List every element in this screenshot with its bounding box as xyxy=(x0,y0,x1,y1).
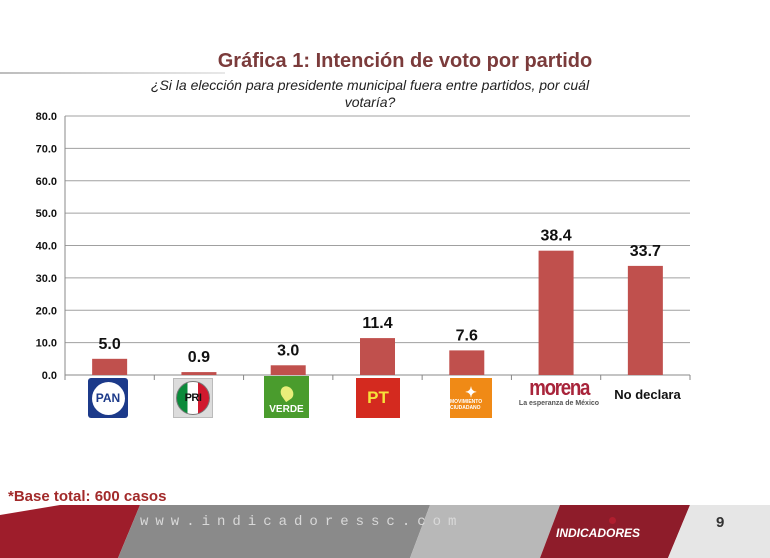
pan-logo-icon: PAN xyxy=(88,378,128,418)
y-tick-label: 60.0 xyxy=(36,176,57,188)
y-tick-label: 10.0 xyxy=(36,338,57,350)
bar-morena xyxy=(538,250,574,375)
verde-logo-icon: VERDE xyxy=(264,376,309,418)
bar-no-declara xyxy=(627,265,663,375)
data-label: 5.0 xyxy=(99,336,121,353)
y-tick-label: 40.0 xyxy=(36,241,57,253)
y-tick-label: 20.0 xyxy=(36,305,57,317)
verde-logo-text: VERDE xyxy=(269,404,304,415)
pri-logo-icon: PRI xyxy=(173,378,213,418)
no-declara-label: No declara xyxy=(614,387,681,402)
brand-dot-icon xyxy=(609,517,616,524)
data-label: 11.4 xyxy=(362,315,392,332)
page-number: 9 xyxy=(716,514,725,531)
bar-movimiento-ciudadano xyxy=(449,350,485,375)
bar-pri xyxy=(181,372,217,375)
footer-url: www.indicadoressc.com xyxy=(140,514,464,530)
pt-logo-text: PT xyxy=(367,388,389,407)
bar-chart: 0.0 10.0 20.0 30.0 40.0 50.0 60.0 70.0 80.0 5.0 0.… xyxy=(36,111,691,382)
mc-logo-text: MOVIMIENTO CIUDADANO xyxy=(450,399,483,411)
chart-subtitle: ¿Si la elección para presidente municipa… xyxy=(115,77,625,111)
bar-verde xyxy=(270,365,306,375)
data-label: 3.0 xyxy=(277,342,299,359)
data-label: 38.4 xyxy=(541,228,572,245)
subtitle-line-1: ¿Si la elección para presidente municipa… xyxy=(150,77,590,93)
y-tick-label: 0.0 xyxy=(42,370,57,382)
pt-logo-icon: PT xyxy=(356,378,400,418)
y-tick-label: 50.0 xyxy=(36,208,57,220)
pan-logo-text: PAN xyxy=(95,391,121,405)
subtitle-line-2: votaría? xyxy=(344,94,396,110)
data-label: 7.6 xyxy=(456,327,478,344)
movimiento-ciudadano-logo-icon: ✦ MOVIMIENTO CIUDADANO xyxy=(450,378,492,418)
morena-logo-icon: morena La esperanza de México xyxy=(519,375,599,420)
chart-title: Gráfica 1: Intención de voto por partido xyxy=(217,50,593,72)
y-tick-label: 70.0 xyxy=(36,143,57,155)
title-divider xyxy=(0,72,225,74)
bar-pt xyxy=(360,338,395,375)
footer-brand-text: INDICADORES xyxy=(556,526,641,540)
y-tick-label: 30.0 xyxy=(36,273,57,285)
data-label: 0.9 xyxy=(188,349,210,366)
data-label: 33.7 xyxy=(630,243,661,260)
morena-logo-tagline: La esperanza de México xyxy=(518,400,600,407)
y-tick-label: 80.0 xyxy=(36,111,57,123)
footer-brand-logo: INDICADORES xyxy=(556,517,641,540)
footer-band xyxy=(0,505,770,558)
pri-logo-text: PRI xyxy=(184,392,202,404)
bar-pan xyxy=(92,358,128,375)
morena-logo-text: morena xyxy=(529,375,590,400)
base-note: *Base total: 600 casos xyxy=(8,488,167,505)
